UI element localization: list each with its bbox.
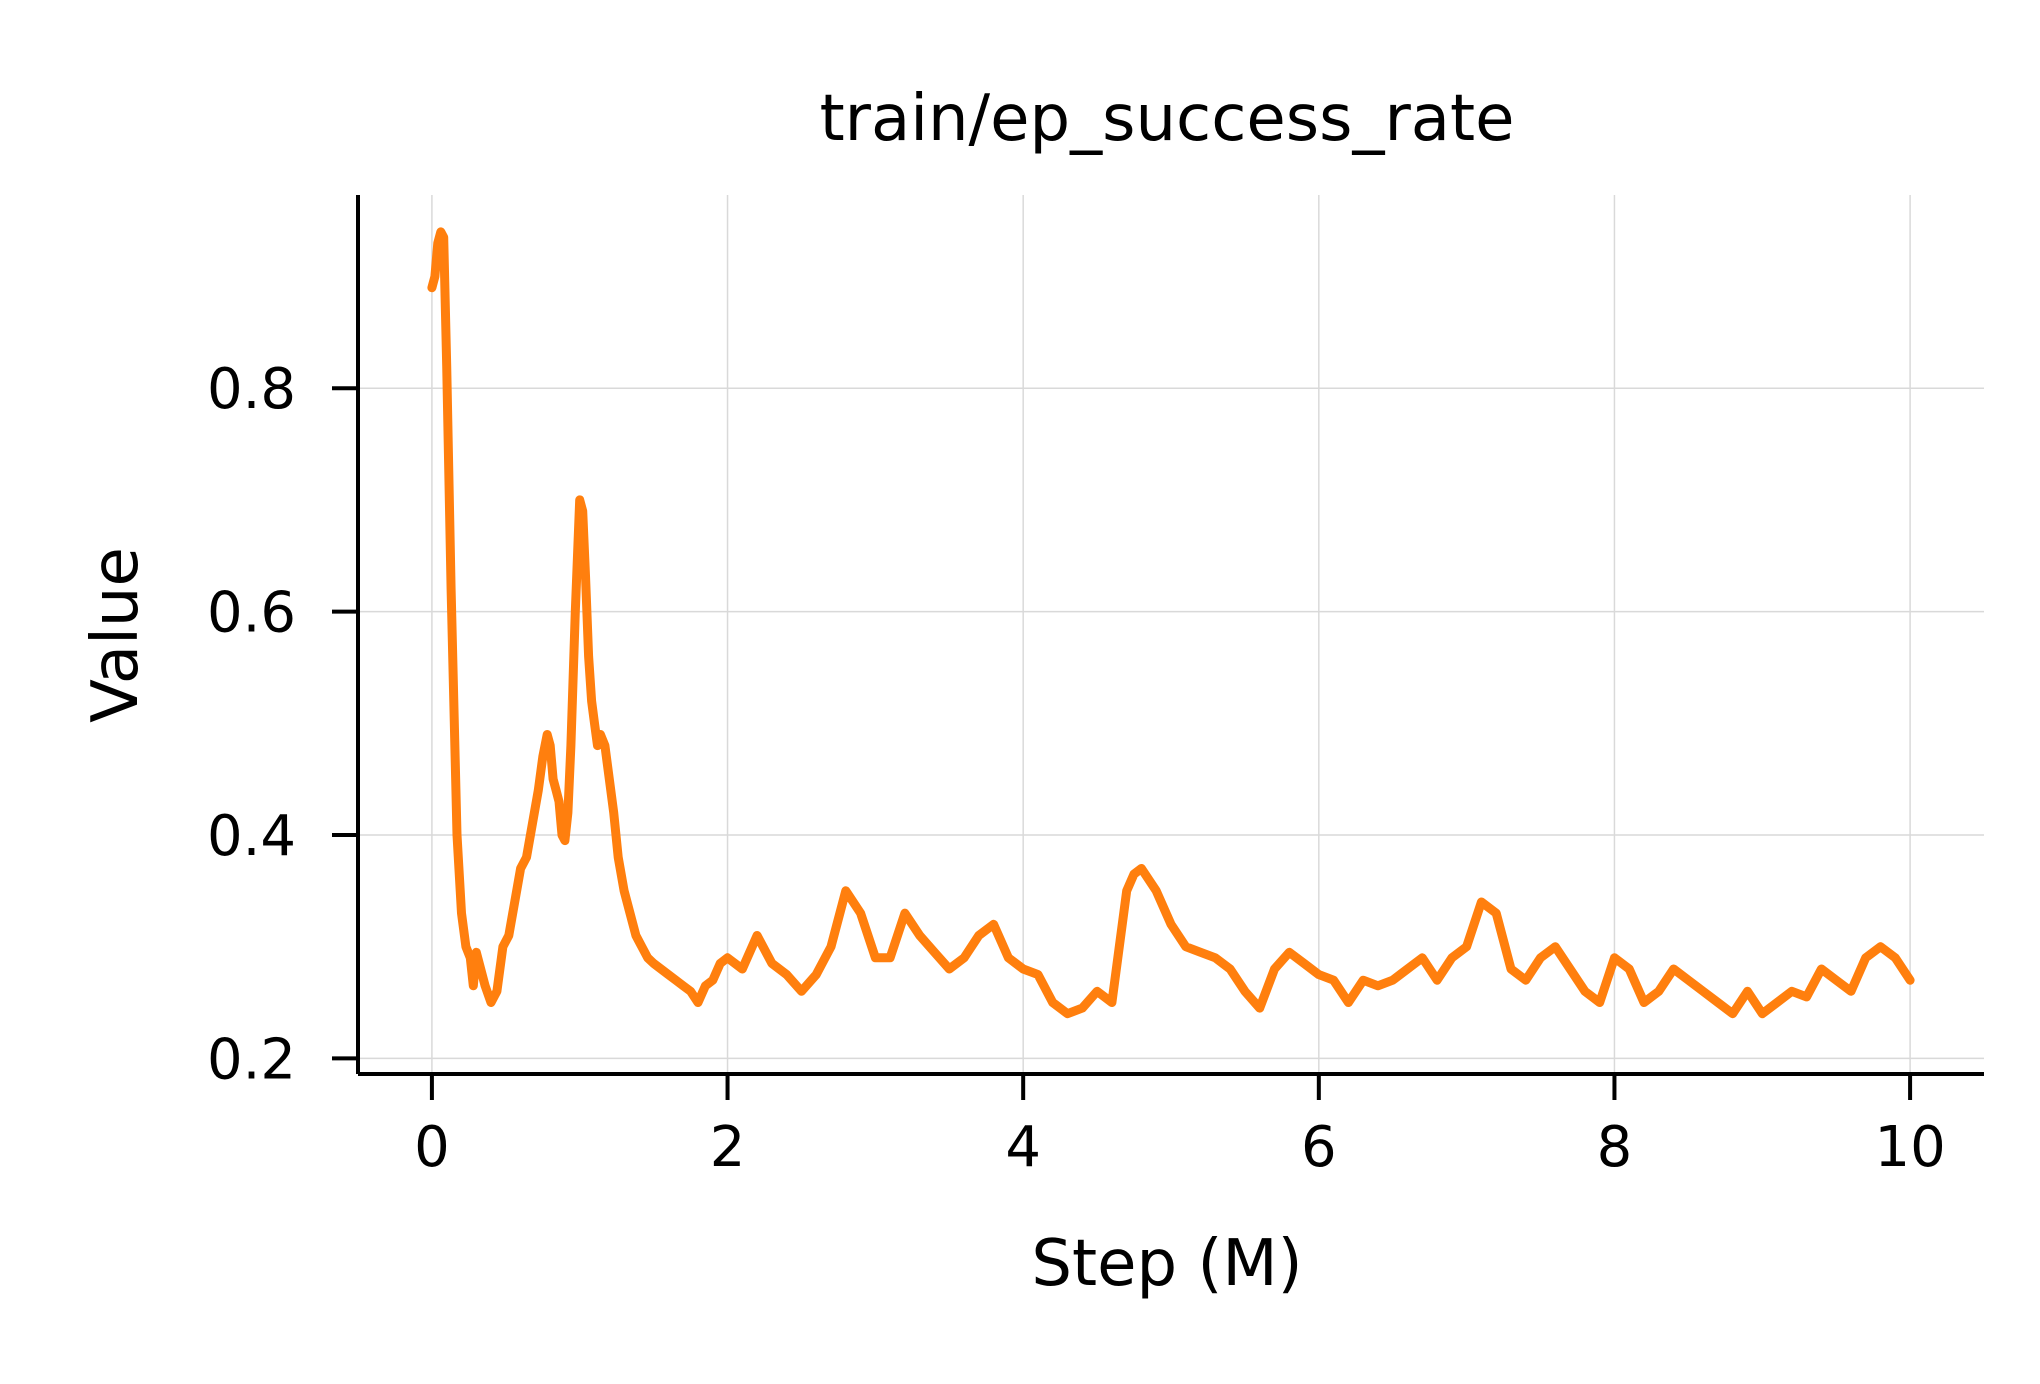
axes-layer <box>356 195 1984 1076</box>
y-tick-label: 0.4 <box>207 804 296 869</box>
x-tick-label: 2 <box>710 1115 746 1180</box>
x-axis-label: Step (M) <box>1031 1227 1302 1301</box>
x-tick-label: 4 <box>1005 1115 1041 1180</box>
grid-layer <box>358 195 1984 1074</box>
y-axis-label: Value <box>79 547 153 723</box>
series-layer <box>427 227 1915 1019</box>
y-tick-label: 0.6 <box>207 581 296 646</box>
x-ticks: 0 2 4 6 8 10 <box>414 1074 1946 1180</box>
chart-title: train/ep_success_rate <box>820 82 1515 156</box>
series-line <box>427 227 1915 1019</box>
x-tick-label: 10 <box>1874 1115 1945 1180</box>
x-tick-label: 8 <box>1597 1115 1633 1180</box>
x-tick-label: 6 <box>1301 1115 1337 1180</box>
x-tick-label: 0 <box>414 1115 450 1180</box>
y-tick-label: 0.8 <box>207 357 296 422</box>
y-ticks: 0.2 0.4 0.6 0.8 <box>207 357 358 1092</box>
y-tick-label: 0.2 <box>207 1027 296 1092</box>
